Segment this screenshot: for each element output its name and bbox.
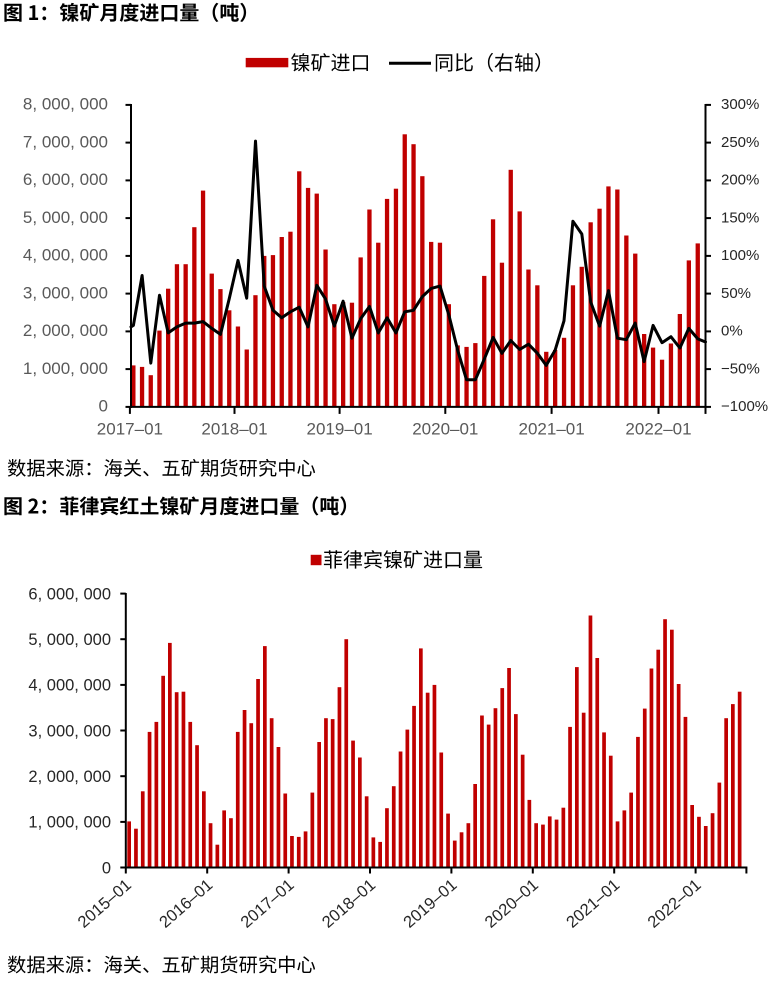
svg-text:100%: 100% bbox=[721, 247, 759, 264]
svg-text:0%: 0% bbox=[721, 323, 743, 340]
svg-text:6, 000, 000: 6, 000, 000 bbox=[28, 585, 111, 603]
svg-text:300%: 300% bbox=[721, 96, 759, 113]
svg-text:1, 000, 000: 1, 000, 000 bbox=[28, 814, 111, 832]
svg-text:3, 000, 000: 3, 000, 000 bbox=[23, 283, 108, 302]
svg-text:5, 000, 000: 5, 000, 000 bbox=[28, 631, 111, 649]
svg-text:4, 000, 000: 4, 000, 000 bbox=[23, 246, 108, 265]
svg-text:3, 000, 000: 3, 000, 000 bbox=[28, 722, 111, 740]
svg-text:2022–01: 2022–01 bbox=[625, 420, 691, 439]
svg-text:250%: 250% bbox=[721, 134, 759, 151]
svg-text:7, 000, 000: 7, 000, 000 bbox=[23, 132, 108, 151]
svg-text:2020–01: 2020–01 bbox=[412, 420, 478, 439]
svg-text:2019–01: 2019–01 bbox=[307, 420, 373, 439]
svg-text:200%: 200% bbox=[721, 172, 759, 189]
svg-text:150%: 150% bbox=[721, 209, 759, 226]
svg-text:4, 000, 000: 4, 000, 000 bbox=[28, 677, 111, 695]
svg-text:0: 0 bbox=[99, 397, 108, 416]
svg-text:2, 000, 000: 2, 000, 000 bbox=[28, 768, 111, 786]
svg-text:6, 000, 000: 6, 000, 000 bbox=[23, 170, 108, 189]
svg-text:2017–01: 2017–01 bbox=[97, 420, 163, 439]
svg-text:2018–01: 2018–01 bbox=[201, 420, 267, 439]
svg-text:2021–01: 2021–01 bbox=[519, 420, 585, 439]
svg-text:2, 000, 000: 2, 000, 000 bbox=[23, 321, 108, 340]
svg-text:−100%: −100% bbox=[721, 398, 768, 415]
svg-text:−50%: −50% bbox=[721, 360, 760, 377]
svg-text:50%: 50% bbox=[721, 285, 751, 302]
svg-text:8, 000, 000: 8, 000, 000 bbox=[23, 95, 108, 114]
svg-text:5, 000, 000: 5, 000, 000 bbox=[23, 208, 108, 227]
svg-text:0: 0 bbox=[102, 859, 111, 877]
svg-text:1, 000, 000: 1, 000, 000 bbox=[23, 359, 108, 378]
